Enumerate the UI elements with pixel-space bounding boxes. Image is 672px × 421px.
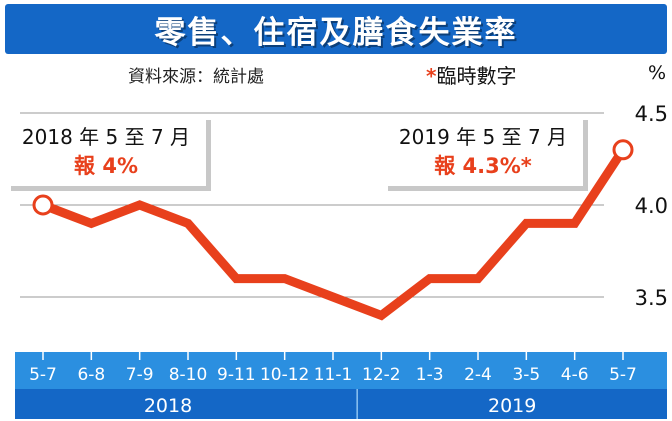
y-tick-label: 4.5: [635, 102, 668, 126]
provisional-legend: *臨時數字: [426, 60, 516, 89]
data-point: [32, 194, 54, 216]
annotation-2018-value: 報 4%: [74, 154, 138, 178]
x-tick-label: 9-11: [217, 365, 256, 385]
title-bar: 零售、住宿及膳食失業率: [5, 4, 667, 54]
x-tick-label: 1-3: [416, 365, 444, 385]
x-axis-band: [15, 352, 667, 389]
y-tick-label: 3.5: [635, 286, 668, 310]
source-note: 資料來源：統計處: [128, 67, 264, 87]
year-band: [15, 389, 667, 419]
y-tick-label: 4.0: [635, 194, 668, 218]
annotation-2018: 2018 年 5 至 7 月 報 4%: [6, 115, 206, 186]
annotation-2019-value: 報 4.3%*: [434, 154, 532, 178]
x-tick-label: 8-10: [169, 365, 208, 385]
x-tick-label: 5-7: [609, 365, 637, 385]
annotation-2019-period: 2019 年 5 至 7 月: [398, 125, 568, 149]
annotation-2019: 2019 年 5 至 7 月 報 4.3%*: [383, 115, 583, 186]
data-point: [612, 139, 634, 161]
provisional-label: 臨時數字: [436, 64, 517, 88]
provisional-star-icon: *: [426, 64, 437, 88]
x-tick-label: 4-6: [561, 365, 589, 385]
year-label-2018: 2018: [144, 395, 192, 417]
chart-title: 零售、住宿及膳食失業率: [154, 14, 518, 51]
annotation-2018-period: 2018 年 5 至 7 月: [21, 125, 191, 149]
unemployment-rate-line: [41, 147, 627, 321]
x-tick-label: 11-1: [314, 365, 353, 385]
x-tick-label: 2-4: [464, 365, 492, 385]
x-tick-label: 10-12: [260, 365, 309, 385]
x-tick-label: 6-8: [77, 365, 105, 385]
x-tick-label: 12-2: [362, 365, 401, 385]
x-tick-label: 3-5: [512, 365, 540, 385]
year-label-2019: 2019: [488, 395, 536, 417]
x-tick-label: 5-7: [29, 365, 57, 385]
y-axis-unit: %: [648, 62, 667, 84]
x-tick-label: 7-9: [126, 365, 154, 385]
